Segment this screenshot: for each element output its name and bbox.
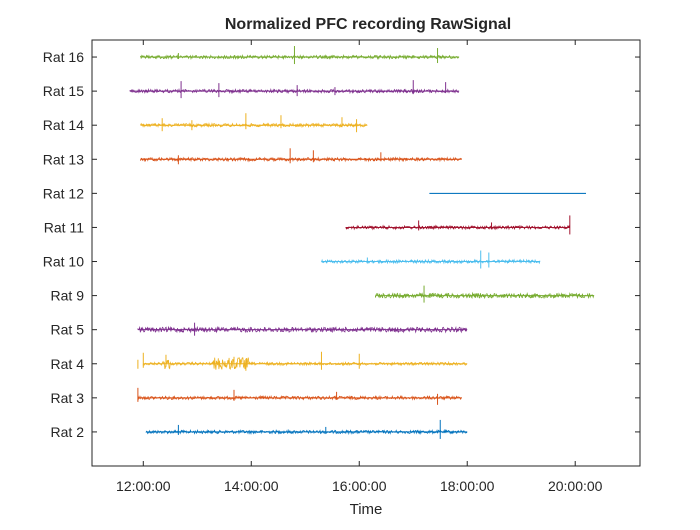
y-tick-label: Rat 11 xyxy=(44,219,84,235)
x-tick-label: 20:00:00 xyxy=(548,478,603,494)
chart-title: Normalized PFC recording RawSignal xyxy=(225,16,511,33)
x-tick-label: 18:00:00 xyxy=(440,478,495,494)
y-tick-label: Rat 12 xyxy=(43,185,84,201)
x-tick-label: 12:00:00 xyxy=(116,478,171,494)
x-tick-label: 16:00:00 xyxy=(332,478,387,494)
y-tick-label: Rat 16 xyxy=(43,49,84,65)
y-tick-label: Rat 10 xyxy=(43,254,84,270)
y-tick-label: Rat 9 xyxy=(51,288,85,304)
y-tick-label: Rat 15 xyxy=(43,83,84,99)
y-tick-label: Rat 4 xyxy=(51,356,85,372)
plot-frame xyxy=(92,40,640,466)
x-axis-label: Time xyxy=(350,501,383,518)
y-tick-label: Rat 3 xyxy=(51,390,85,406)
y-tick-label: Rat 14 xyxy=(43,117,84,133)
y-tick-label: Rat 5 xyxy=(51,322,85,338)
y-tick-label: Rat 2 xyxy=(51,424,85,440)
y-tick-label: Rat 13 xyxy=(43,151,84,167)
x-tick-label: 14:00:00 xyxy=(224,478,279,494)
